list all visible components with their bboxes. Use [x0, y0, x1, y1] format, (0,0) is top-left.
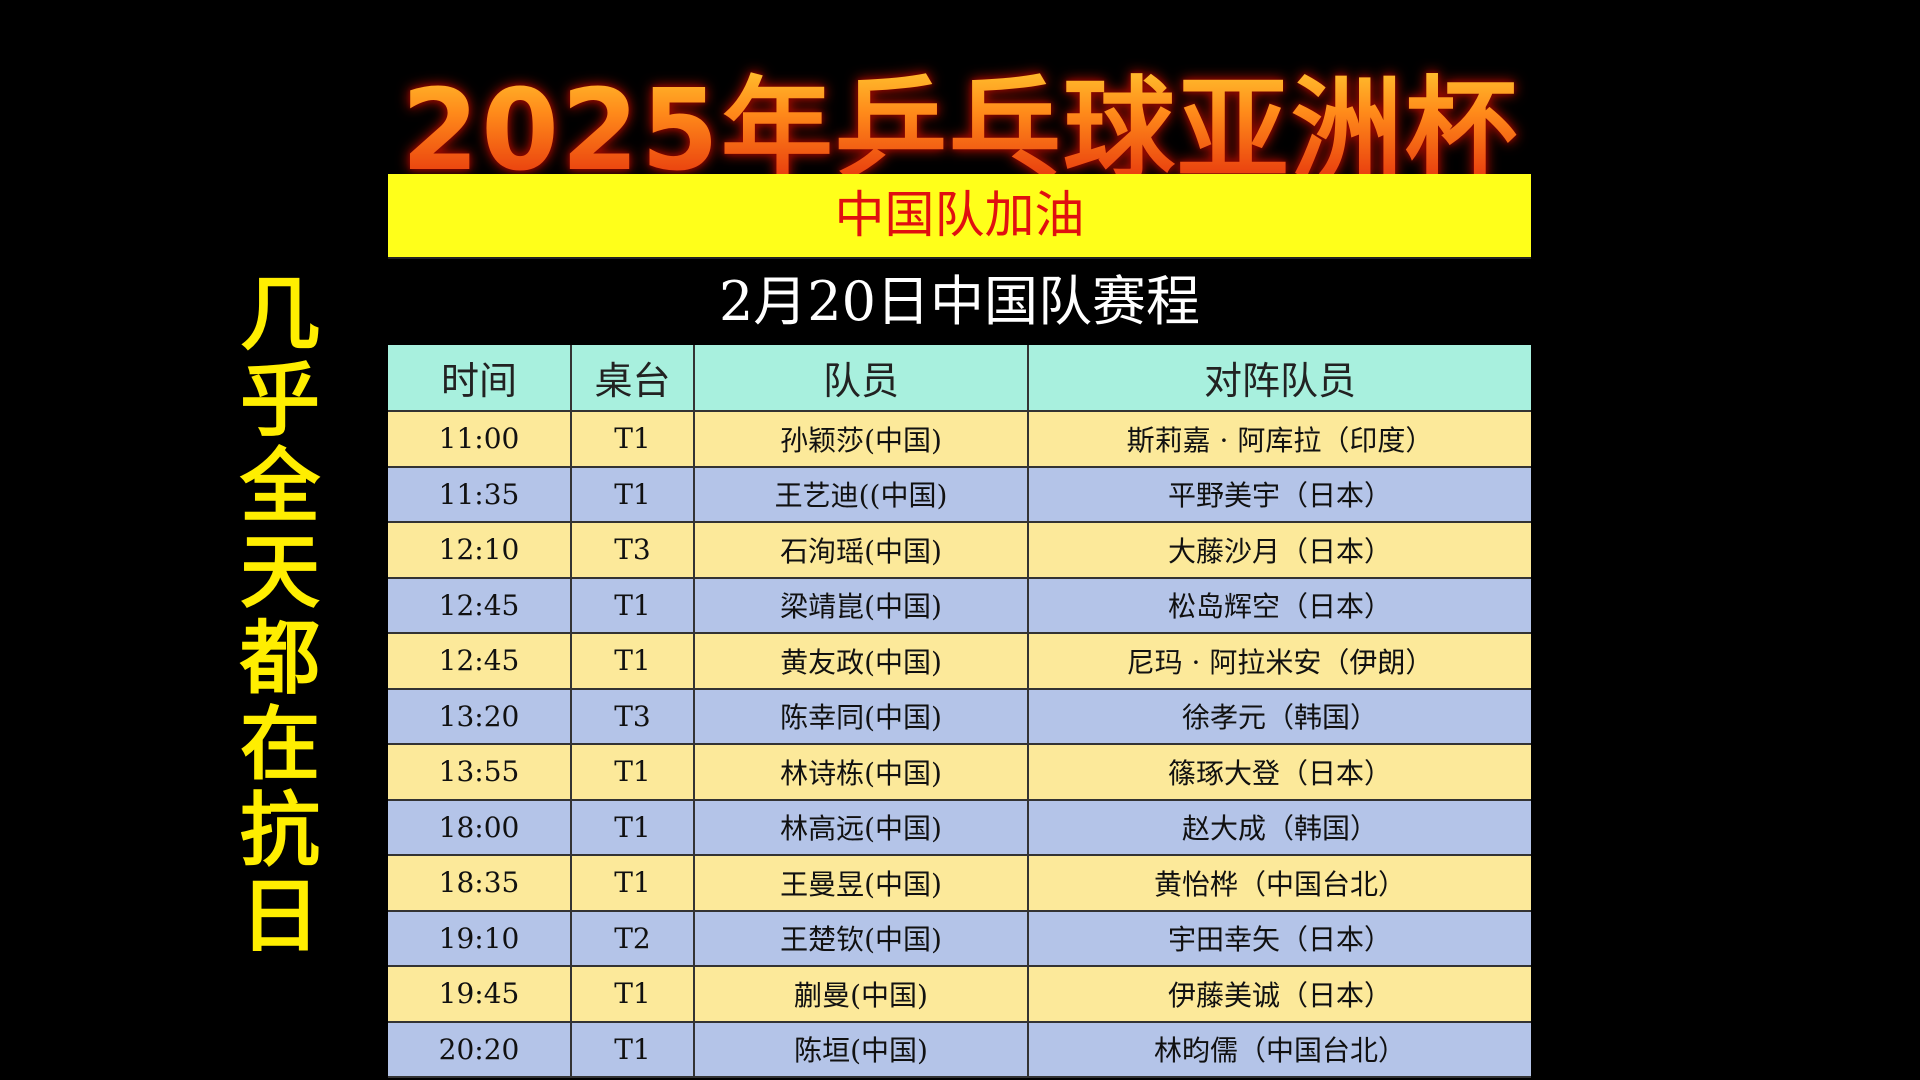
- cell-table: T1: [572, 1022, 695, 1076]
- cell-table: T1: [572, 800, 695, 854]
- cell-time: 20:20: [388, 1022, 572, 1076]
- cell-player: 黄友政(中国): [695, 634, 1029, 688]
- side-caption-char: 乎: [240, 354, 320, 447]
- cell-table: T1: [572, 578, 695, 632]
- cell-time: 13:20: [388, 689, 572, 743]
- table-row: 13:55 T1 林诗栋(中国) 篠琢大登（日本）: [388, 745, 1531, 801]
- table-row: 18:00 T1 林高远(中国) 赵大成（韩国）: [388, 800, 1531, 856]
- table-row: 12:10 T3 石洵瑶(中国) 大藤沙月（日本）: [388, 523, 1531, 579]
- schedule-subtitle: 2月20日中国队赛程: [388, 259, 1531, 345]
- header-table: 桌台: [572, 345, 695, 410]
- cell-player: 王楚钦(中国): [695, 911, 1029, 965]
- cell-opponent: 斯莉嘉 · 阿库拉（印度）: [1126, 423, 1434, 457]
- table-row: 13:20 T3 陈幸同(中国) 徐孝元（韩国）: [388, 689, 1531, 745]
- cell-player: 陈幸同(中国): [695, 689, 1029, 743]
- table-row: 12:45 T1 黄友政(中国) 尼玛 · 阿拉米安（伊朗）: [388, 634, 1531, 690]
- cell-opponent: 赵大成（韩国）: [1181, 812, 1378, 846]
- cell-player: 林高远(中国): [695, 800, 1029, 854]
- cell-opponent: 徐孝元（韩国）: [1181, 701, 1378, 735]
- cell-opponent: 平野美宇（日本）: [1167, 479, 1392, 513]
- cell-table: T1: [572, 467, 695, 521]
- cell-table: T3: [572, 689, 695, 743]
- header-player: 队员: [695, 345, 1029, 410]
- cell-time: 11:00: [388, 412, 572, 466]
- side-caption-char: 在: [240, 698, 320, 791]
- cell-time: 12:45: [388, 578, 572, 632]
- table-row: 11:35 T1 王艺迪((中国) 平野美宇（日本）: [388, 467, 1531, 523]
- side-caption-char: 抗: [240, 784, 320, 877]
- cell-time: 12:45: [388, 634, 572, 688]
- cell-table: T1: [572, 856, 695, 910]
- cell-opponent: 伊藤美诚（日本）: [1167, 978, 1392, 1012]
- cell-table: T2: [572, 911, 695, 965]
- cell-table: T3: [572, 523, 695, 577]
- cell-time: 12:10: [388, 523, 572, 577]
- cell-opponent: 林昀儒（中国台北）: [1153, 1034, 1406, 1068]
- cell-table: T1: [572, 967, 695, 1021]
- cell-opponent: 大藤沙月（日本）: [1167, 534, 1392, 568]
- header-opponent: 对阵队员: [1203, 359, 1356, 403]
- table-row: 20:20 T1 陈垣(中国) 林昀儒（中国台北）: [388, 1022, 1531, 1078]
- cell-player: 王艺迪((中国): [695, 467, 1029, 521]
- table-row: 11:00 T1 孙颖莎(中国) 斯莉嘉 · 阿库拉（印度）: [388, 412, 1531, 468]
- table-header: 时间 桌台 队员 对阵队员: [388, 345, 1531, 412]
- cell-time: 18:00: [388, 800, 572, 854]
- cell-player: 石洵瑶(中国): [695, 523, 1029, 577]
- side-caption-char: 都: [240, 612, 320, 705]
- cell-player: 孙颖莎(中国): [695, 412, 1029, 466]
- side-caption-char: 日: [240, 870, 320, 963]
- cell-opponent: 尼玛 · 阿拉米安（伊朗）: [1126, 645, 1434, 679]
- cell-table: T1: [572, 634, 695, 688]
- cell-player: 林诗栋(中国): [695, 745, 1029, 799]
- table-row: 19:45 T1 蒯曼(中国) 伊藤美诚（日本）: [388, 967, 1531, 1023]
- side-caption-char: 几: [240, 268, 320, 361]
- cell-opponent: 篠琢大登（日本）: [1167, 756, 1392, 790]
- cell-opponent: 宇田幸矢（日本）: [1167, 923, 1392, 957]
- cell-time: 19:10: [388, 911, 572, 965]
- header-time: 时间: [388, 345, 572, 410]
- cell-table: T1: [572, 745, 695, 799]
- banner: 中国队加油: [388, 174, 1531, 259]
- cell-opponent: 黄怡桦（中国台北）: [1153, 867, 1406, 901]
- cell-time: 13:55: [388, 745, 572, 799]
- side-caption-char: 天: [240, 526, 320, 619]
- cell-player: 王曼昱(中国): [695, 856, 1029, 910]
- table-row: 12:45 T1 梁靖崑(中国) 松岛辉空（日本）: [388, 578, 1531, 634]
- table-row: 18:35 T1 王曼昱(中国) 黄怡桦（中国台北）: [388, 856, 1531, 912]
- cell-opponent: 松岛辉空（日本）: [1167, 590, 1392, 624]
- cell-player: 梁靖崑(中国): [695, 578, 1029, 632]
- side-caption: 几乎全天都在抗日: [238, 272, 322, 960]
- side-caption-char: 全: [240, 440, 320, 533]
- cell-time: 19:45: [388, 967, 572, 1021]
- cell-player: 蒯曼(中国): [695, 967, 1029, 1021]
- cell-player: 陈垣(中国): [695, 1022, 1029, 1076]
- table-row: 19:10 T2 王楚钦(中国) 宇田幸矢（日本）: [388, 911, 1531, 967]
- cell-table: T1: [572, 412, 695, 466]
- cell-time: 18:35: [388, 856, 572, 910]
- schedule-table: 中国队加油 2月20日中国队赛程 时间 桌台 队员 对阵队员 11:00 T1 孙颖…: [388, 174, 1531, 1078]
- cell-time: 11:35: [388, 467, 572, 521]
